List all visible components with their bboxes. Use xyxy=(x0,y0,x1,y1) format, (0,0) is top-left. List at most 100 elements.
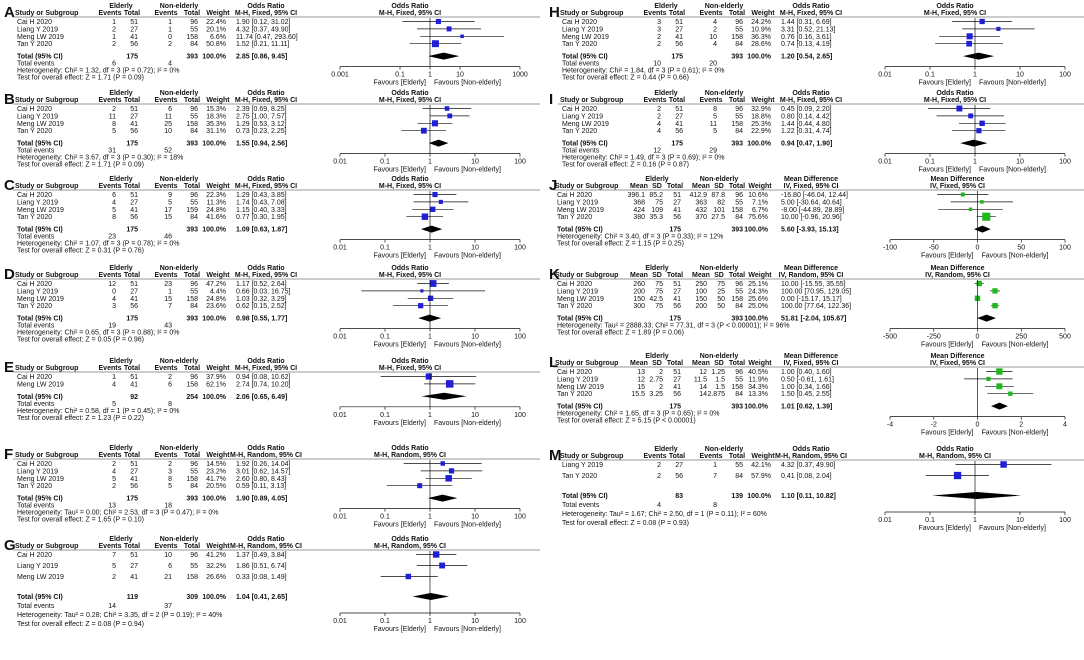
panel-letter: G xyxy=(4,537,16,554)
study-cell: 5 xyxy=(713,113,717,120)
header-method-right: M-H, Fixed, 95% CI xyxy=(924,97,986,104)
study-weight: 26.6% xyxy=(206,574,226,581)
study-estimate: 1.15 [0.40, 3.33] xyxy=(236,207,287,214)
overall-effect-text: Test for overall effect: Z = 0.44 (P = 0… xyxy=(562,75,689,82)
favours-non-elderly-label: Favours [Non-elderly] xyxy=(982,253,1049,260)
study-box xyxy=(432,551,440,558)
header-col: Total xyxy=(124,183,140,190)
panel-letter: J xyxy=(549,177,557,194)
study-cell: 5 xyxy=(112,207,116,214)
panel-letter: B xyxy=(4,91,15,108)
study-cell: 363 xyxy=(695,199,707,206)
study-estimate: 1.44 [0.31, 6.69] xyxy=(781,19,832,26)
study-cell: 8 xyxy=(112,214,116,221)
study-box xyxy=(431,120,439,127)
study-box xyxy=(979,120,985,126)
study-cell: 2 xyxy=(713,26,717,33)
study-weight: 25.3% xyxy=(751,121,771,128)
x-tick-label: 100 xyxy=(1059,159,1071,166)
total-diamond xyxy=(991,402,1008,410)
header-col: SD xyxy=(714,183,724,190)
study-cell: 96 xyxy=(190,192,198,199)
header-method: M-H, Fixed, 95% CI xyxy=(780,10,842,17)
study-name: Cai H 2020 xyxy=(17,552,52,559)
study-cell: 25 xyxy=(164,121,172,128)
study-cell: 41 xyxy=(130,381,138,388)
study-estimate: 1.92 [0.26, 14.04] xyxy=(236,461,291,468)
study-cell: 51 xyxy=(130,19,138,26)
study-name: Meng LW 2019 xyxy=(562,34,609,41)
study-box xyxy=(420,127,427,134)
study-cell: 56 xyxy=(130,214,138,221)
study-box xyxy=(421,213,429,220)
total-label: Total (95% CI) xyxy=(17,496,63,503)
header-weight: Weight xyxy=(206,10,230,17)
study-name: Liang Y 2019 xyxy=(17,468,58,475)
study-estimate: 2.75 [1.00, 7.57] xyxy=(236,113,287,120)
x-tick-label: 500 xyxy=(1059,334,1071,341)
x-tick-label: 10 xyxy=(471,514,479,521)
total-n-elderly: 175 xyxy=(126,316,138,323)
header-col: Total xyxy=(729,272,745,279)
header-measure: Odds Ratio xyxy=(792,446,829,453)
study-name: Meng LW 2019 xyxy=(562,121,609,128)
x-tick-label: 10 xyxy=(471,412,479,419)
overall-effect-text: Test for overall effect: Z = 0.05 (P = 0… xyxy=(17,337,144,344)
x-tick-label: 1 xyxy=(973,517,977,524)
heterogeneity-text: Heterogeneity: Chi² = 1.65, df = 3 (P = … xyxy=(557,411,720,418)
study-cell: 5 xyxy=(112,476,116,483)
x-tick-label: 0.1 xyxy=(395,72,405,79)
study-cell: 380 xyxy=(633,214,645,221)
study-box xyxy=(968,113,974,119)
x-tick-label: 10 xyxy=(1016,159,1024,166)
study-estimate: 0.94 [0.08, 10.62] xyxy=(236,374,291,381)
study-box xyxy=(956,105,963,112)
total-n-non-elderly: 393 xyxy=(731,227,743,234)
total-n-elderly: 175 xyxy=(126,141,138,148)
study-cell: 158 xyxy=(186,476,198,483)
study-cell: 55 xyxy=(190,288,198,295)
study-cell: 1 xyxy=(112,34,116,41)
x-tick-label: 100 xyxy=(514,245,526,252)
study-cell: 85.2 xyxy=(649,192,663,199)
study-name: Meng LW 2019 xyxy=(17,34,64,41)
header-col: Total xyxy=(669,10,685,17)
study-cell: 84 xyxy=(735,391,743,398)
header-method: IV, Fixed, 95% CI xyxy=(784,360,839,367)
header-non-elderly: Non-elderly xyxy=(700,176,739,183)
study-weight: 36.3% xyxy=(751,34,771,41)
header-col: Mean xyxy=(692,272,710,279)
study-name: Cai H 2020 xyxy=(557,192,592,199)
total-n-non-elderly: 393 xyxy=(186,227,198,234)
x-tick-label: 0.01 xyxy=(333,618,347,625)
favours-elderly-label: Favours [Elderly] xyxy=(918,167,971,174)
study-name: Tan Y 2020 xyxy=(562,41,597,48)
header-measure-right: Odds Ratio xyxy=(391,176,428,183)
total-weight: 100.0% xyxy=(747,54,772,61)
header-method: M-H, Random, 95% CI xyxy=(230,543,302,550)
study-cell: 3 xyxy=(657,19,661,26)
study-box xyxy=(418,303,424,309)
study-cell: 370 xyxy=(695,214,707,221)
study-estimate: 0.77 [0.30, 1.95] xyxy=(236,214,287,221)
total-diamond xyxy=(974,225,991,233)
study-cell: 11 xyxy=(710,121,717,128)
study-box xyxy=(430,206,436,212)
study-cell: 84 xyxy=(735,303,743,310)
study-box xyxy=(417,483,423,489)
x-tick-label: 100 xyxy=(1059,517,1071,524)
x-tick-label: 100 xyxy=(514,412,526,419)
header-elderly: Elderly xyxy=(654,90,677,97)
total-diamond xyxy=(427,494,458,502)
study-weight: 6.7% xyxy=(752,207,768,214)
header-col: Events xyxy=(155,10,178,17)
study-cell: 56 xyxy=(673,214,681,221)
study-estimate: 0.59 [0.11, 3.13] xyxy=(236,483,286,490)
study-name: Liang Y 2019 xyxy=(557,376,598,383)
header-col: Mean xyxy=(692,360,710,367)
study-cell: 3.25 xyxy=(649,391,663,398)
header-study: Study or Subgroup xyxy=(15,97,78,104)
study-cell: 10 xyxy=(164,552,172,559)
study-cell: 56 xyxy=(673,391,681,398)
study-cell: 2.875 xyxy=(707,391,725,398)
